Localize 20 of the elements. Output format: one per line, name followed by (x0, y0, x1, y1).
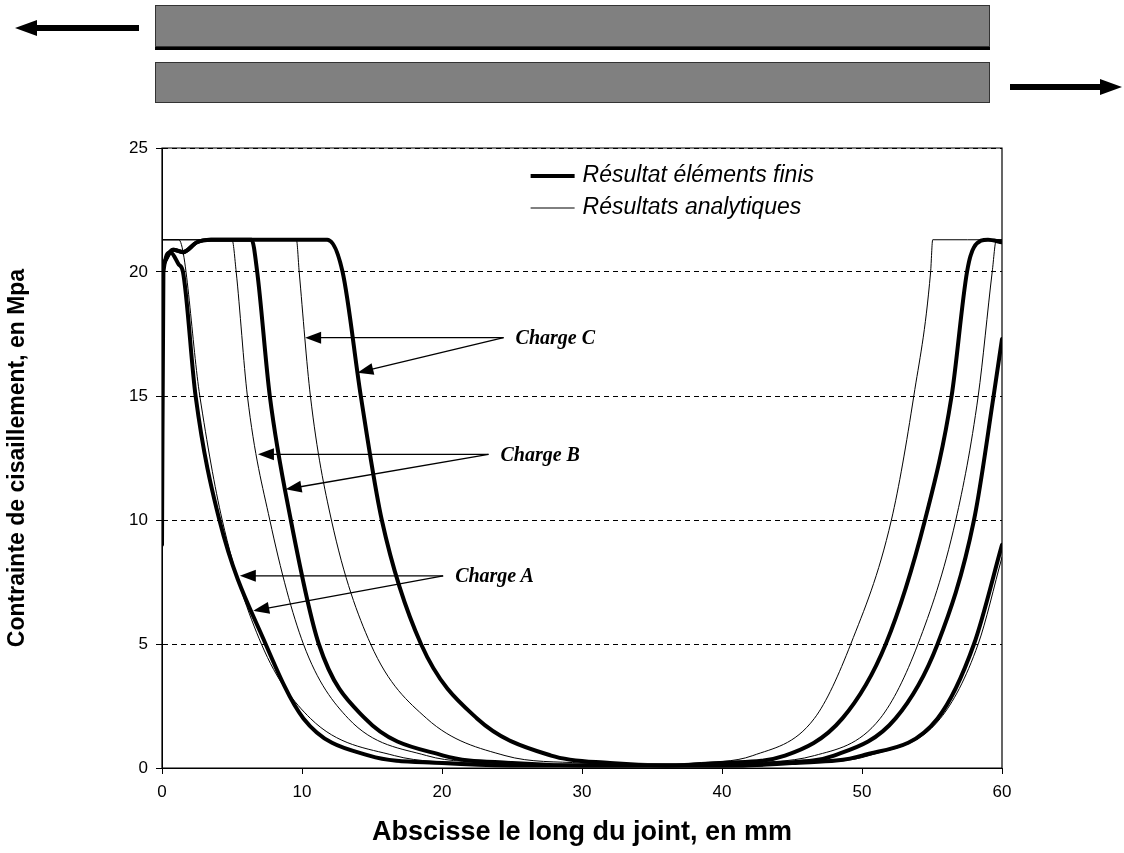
x-tick-label: 30 (572, 781, 592, 801)
x-axis-title: Abscisse le long du joint, en mm (371, 816, 793, 847)
annotation: Charge C (515, 326, 596, 350)
y-tick-label: 15 (129, 385, 148, 405)
y-tick-label: 25 (129, 137, 148, 157)
y-axis-title: Contrainte de cisaillement, en Mpa (3, 268, 30, 648)
y-tick-label: 5 (138, 633, 148, 653)
annotation: Charge B (500, 442, 580, 466)
legend-label: Résultat éléments finis (582, 161, 815, 188)
legend-label: Résultats analytiques (582, 193, 802, 220)
y-tick-label: 20 (129, 261, 148, 281)
x-tick-label: 20 (432, 781, 452, 801)
annotation: Charge A (455, 564, 534, 588)
x-tick-label: 60 (992, 781, 1012, 801)
x-tick-label: 10 (292, 781, 312, 801)
x-tick-label: 40 (712, 781, 732, 801)
y-tick-label: 0 (138, 757, 148, 777)
y-tick-label: 10 (129, 509, 148, 529)
x-tick-label: 0 (157, 781, 167, 801)
x-tick-label: 50 (852, 781, 872, 801)
